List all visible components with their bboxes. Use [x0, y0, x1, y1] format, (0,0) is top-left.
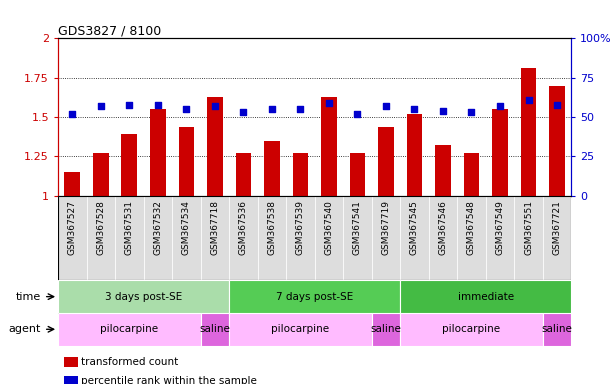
Bar	[371, 196, 400, 280]
Bar	[150, 109, 166, 196]
Bar	[400, 313, 543, 346]
Bar	[407, 114, 422, 196]
Bar	[514, 196, 543, 280]
Bar	[492, 109, 508, 196]
Bar	[115, 196, 144, 280]
Text: GSM367718: GSM367718	[210, 200, 219, 255]
Text: time: time	[16, 291, 41, 302]
Bar	[429, 196, 457, 280]
Bar	[58, 196, 87, 280]
Point	[438, 108, 448, 114]
Bar	[58, 313, 200, 346]
Text: percentile rank within the sample: percentile rank within the sample	[81, 376, 257, 384]
Point	[495, 103, 505, 109]
Bar	[349, 153, 365, 196]
Text: saline: saline	[199, 324, 230, 334]
Text: GSM367540: GSM367540	[324, 200, 334, 255]
Bar	[486, 196, 514, 280]
Bar	[543, 313, 571, 346]
Text: GSM367531: GSM367531	[125, 200, 134, 255]
Point	[96, 103, 106, 109]
Bar	[343, 196, 371, 280]
Bar	[87, 196, 115, 280]
Point	[210, 103, 220, 109]
Text: 7 days post-SE: 7 days post-SE	[276, 291, 353, 302]
Text: GDS3827 / 8100: GDS3827 / 8100	[58, 24, 161, 37]
Text: GSM367541: GSM367541	[353, 200, 362, 255]
Text: pilocarpine: pilocarpine	[271, 324, 329, 334]
Bar	[543, 196, 571, 280]
Bar	[521, 68, 536, 196]
Bar	[464, 153, 480, 196]
Text: agent: agent	[9, 324, 41, 334]
Point	[238, 109, 248, 116]
Text: GSM367536: GSM367536	[239, 200, 248, 255]
Bar	[58, 280, 229, 313]
Bar	[172, 196, 200, 280]
Text: pilocarpine: pilocarpine	[442, 324, 500, 334]
Text: GSM367528: GSM367528	[97, 200, 105, 255]
Bar	[371, 313, 400, 346]
Point	[381, 103, 391, 109]
Text: GSM367538: GSM367538	[268, 200, 276, 255]
Bar	[200, 196, 229, 280]
Point	[524, 97, 533, 103]
Bar	[93, 153, 109, 196]
Point	[296, 106, 306, 112]
Text: transformed count: transformed count	[81, 357, 178, 367]
Point	[267, 106, 277, 112]
Bar	[207, 97, 223, 196]
Bar	[200, 313, 229, 346]
Text: pilocarpine: pilocarpine	[100, 324, 158, 334]
Point	[324, 100, 334, 106]
Bar	[229, 280, 400, 313]
Point	[181, 106, 191, 112]
Text: GSM367532: GSM367532	[153, 200, 163, 255]
Bar	[315, 196, 343, 280]
Text: GSM367527: GSM367527	[68, 200, 77, 255]
Text: GSM367539: GSM367539	[296, 200, 305, 255]
Point	[67, 111, 77, 117]
Bar	[378, 127, 394, 196]
Bar	[321, 97, 337, 196]
Point	[467, 109, 477, 116]
Text: saline: saline	[541, 324, 573, 334]
Bar	[264, 141, 280, 196]
Point	[125, 101, 134, 108]
Text: GSM367719: GSM367719	[381, 200, 390, 255]
Point	[552, 101, 562, 108]
Bar	[457, 196, 486, 280]
Bar	[286, 196, 315, 280]
Bar	[122, 134, 137, 196]
Text: GSM367546: GSM367546	[439, 200, 447, 255]
Point	[409, 106, 419, 112]
Bar	[400, 280, 571, 313]
Text: GSM367549: GSM367549	[496, 200, 505, 255]
Bar	[229, 313, 371, 346]
Bar	[258, 196, 286, 280]
Bar	[229, 196, 258, 280]
Bar	[400, 196, 429, 280]
Bar	[435, 146, 451, 196]
Point	[153, 101, 163, 108]
Text: GSM367551: GSM367551	[524, 200, 533, 255]
Bar	[293, 153, 309, 196]
Bar	[144, 196, 172, 280]
Bar	[178, 127, 194, 196]
Bar	[549, 86, 565, 196]
Text: GSM367545: GSM367545	[410, 200, 419, 255]
Text: GSM367534: GSM367534	[182, 200, 191, 255]
Bar	[236, 153, 251, 196]
Text: GSM367721: GSM367721	[552, 200, 562, 255]
Text: GSM367548: GSM367548	[467, 200, 476, 255]
Text: saline: saline	[370, 324, 401, 334]
Point	[353, 111, 362, 117]
Text: immediate: immediate	[458, 291, 514, 302]
Bar	[65, 172, 80, 196]
Text: 3 days post-SE: 3 days post-SE	[105, 291, 182, 302]
